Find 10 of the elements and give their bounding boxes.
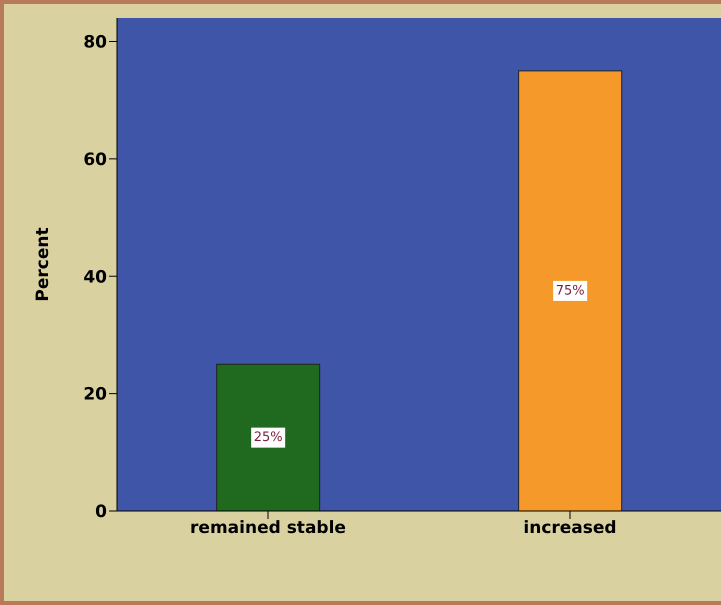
- data-label: 25%: [254, 430, 283, 446]
- y-tick-label: 40: [83, 267, 108, 288]
- y-tick-label: 20: [83, 384, 108, 405]
- data-label: 75%: [556, 283, 585, 298]
- y-tick-label: 80: [83, 32, 108, 53]
- x-tick-label: increased: [523, 518, 617, 538]
- y-axis-title: Percent: [33, 227, 54, 302]
- y-tick-label: 0: [95, 502, 108, 522]
- y-tick-label: 60: [83, 150, 108, 170]
- x-tick-label: remained stable: [190, 518, 346, 538]
